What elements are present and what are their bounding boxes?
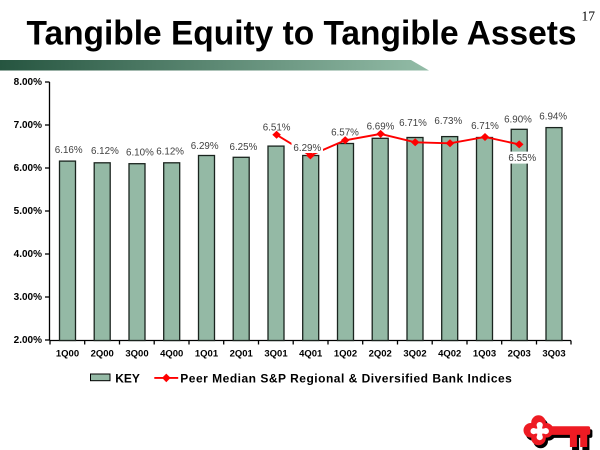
svg-text:6.90%: 6.90% (504, 114, 532, 125)
svg-text:3Q00: 3Q00 (125, 349, 148, 360)
svg-text:3.00%: 3.00% (14, 292, 42, 303)
svg-text:2Q01: 2Q01 (230, 349, 254, 360)
svg-text:3Q03: 3Q03 (542, 349, 565, 360)
svg-text:6.00%: 6.00% (14, 163, 42, 174)
svg-text:4.00%: 4.00% (14, 249, 42, 260)
svg-text:6.25%: 6.25% (230, 142, 258, 153)
svg-text:4Q02: 4Q02 (438, 349, 461, 360)
svg-text:17: 17 (582, 8, 596, 23)
svg-text:6.29%: 6.29% (293, 143, 321, 154)
svg-text:3Q01: 3Q01 (264, 349, 288, 360)
svg-text:1Q03: 1Q03 (473, 349, 496, 360)
svg-text:Tangible Equity to Tangible As: Tangible Equity to Tangible Assets (27, 15, 577, 53)
svg-text:5.00%: 5.00% (14, 206, 42, 217)
svg-text:6.69%: 6.69% (367, 121, 395, 132)
svg-text:1Q01: 1Q01 (195, 349, 219, 360)
svg-text:8.00%: 8.00% (14, 77, 42, 88)
svg-text:1Q00: 1Q00 (56, 349, 79, 360)
svg-text:6.71%: 6.71% (471, 121, 499, 132)
svg-text:6.94%: 6.94% (539, 112, 567, 123)
svg-text:4Q01: 4Q01 (299, 349, 323, 360)
svg-text:4Q00: 4Q00 (160, 349, 183, 360)
svg-text:2Q02: 2Q02 (369, 349, 392, 360)
svg-text:2.00%: 2.00% (14, 335, 42, 346)
svg-text:6.51%: 6.51% (263, 122, 291, 133)
svg-text:2Q00: 2Q00 (91, 349, 114, 360)
svg-text:Peer Median S&P Regional & Div: Peer Median S&P Regional & Diversified B… (180, 371, 512, 385)
svg-text:6.10%: 6.10% (126, 147, 154, 158)
svg-text:6.16%: 6.16% (55, 145, 83, 156)
svg-text:7.00%: 7.00% (14, 120, 42, 131)
svg-text:3Q02: 3Q02 (403, 349, 426, 360)
svg-text:2Q03: 2Q03 (508, 349, 531, 360)
svg-text:6.71%: 6.71% (399, 118, 427, 129)
svg-text:6.55%: 6.55% (508, 153, 536, 164)
svg-text:KEY: KEY (115, 371, 140, 385)
svg-text:1Q02: 1Q02 (334, 349, 357, 360)
svg-text:6.29%: 6.29% (191, 141, 219, 152)
svg-text:6.12%: 6.12% (156, 146, 184, 157)
svg-text:6.12%: 6.12% (91, 146, 119, 157)
svg-text:6.73%: 6.73% (434, 116, 462, 127)
svg-text:6.57%: 6.57% (331, 128, 359, 139)
